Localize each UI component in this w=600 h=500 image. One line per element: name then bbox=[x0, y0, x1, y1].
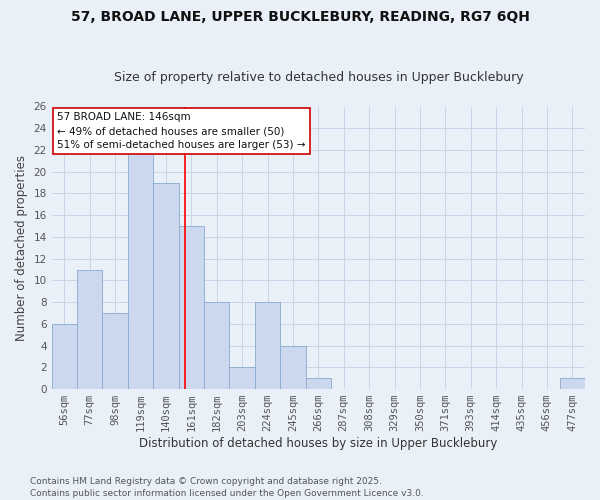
Bar bbox=[204, 302, 229, 389]
Bar bbox=[52, 324, 77, 389]
Bar bbox=[179, 226, 204, 389]
X-axis label: Distribution of detached houses by size in Upper Bucklebury: Distribution of detached houses by size … bbox=[139, 437, 497, 450]
Bar bbox=[103, 313, 128, 389]
Bar bbox=[255, 302, 280, 389]
Text: 57, BROAD LANE, UPPER BUCKLEBURY, READING, RG7 6QH: 57, BROAD LANE, UPPER BUCKLEBURY, READIN… bbox=[71, 10, 529, 24]
Bar bbox=[280, 346, 305, 389]
Text: 57 BROAD LANE: 146sqm
← 49% of detached houses are smaller (50)
51% of semi-deta: 57 BROAD LANE: 146sqm ← 49% of detached … bbox=[57, 112, 305, 150]
Title: Size of property relative to detached houses in Upper Bucklebury: Size of property relative to detached ho… bbox=[113, 72, 523, 85]
Bar bbox=[153, 182, 179, 389]
Bar bbox=[229, 368, 255, 389]
Bar bbox=[560, 378, 585, 389]
Bar bbox=[128, 150, 153, 389]
Bar bbox=[77, 270, 103, 389]
Bar bbox=[305, 378, 331, 389]
Text: Contains HM Land Registry data © Crown copyright and database right 2025.
Contai: Contains HM Land Registry data © Crown c… bbox=[30, 476, 424, 498]
Y-axis label: Number of detached properties: Number of detached properties bbox=[15, 155, 28, 341]
